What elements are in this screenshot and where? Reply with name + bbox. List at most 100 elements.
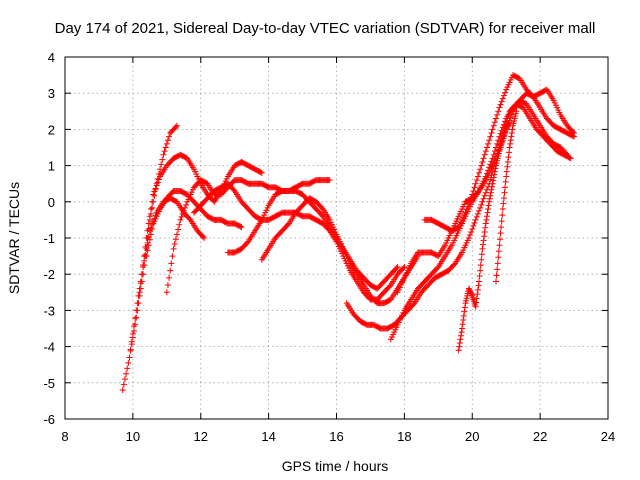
data-point	[477, 267, 484, 274]
data-point	[124, 365, 131, 372]
data-point	[144, 247, 151, 254]
data-point	[499, 206, 506, 213]
data-point	[120, 381, 127, 388]
data-point	[505, 154, 512, 161]
data-point	[393, 265, 400, 272]
data-point	[201, 235, 208, 241]
data-point	[136, 289, 143, 296]
data-point	[476, 278, 483, 285]
data-point	[170, 245, 177, 252]
x-tick-label: 22	[533, 429, 547, 444]
data-point	[507, 140, 514, 147]
data-point	[463, 206, 470, 213]
data-point	[454, 224, 461, 231]
data-point	[461, 304, 468, 311]
data-point	[162, 144, 169, 151]
x-tick-label: 8	[61, 429, 68, 444]
data-point	[500, 200, 507, 207]
data-point	[164, 282, 171, 289]
data-point	[490, 122, 497, 129]
data-point	[460, 312, 467, 319]
data-point	[504, 163, 511, 170]
x-tick-label: 16	[329, 429, 343, 444]
x-tick-label: 14	[261, 429, 275, 444]
data-point	[490, 159, 497, 166]
data-point	[476, 169, 483, 176]
data-point	[465, 235, 472, 241]
data-point	[149, 204, 156, 211]
y-tick-label: 2	[48, 122, 55, 137]
data-point	[500, 195, 507, 202]
data-point	[173, 231, 180, 238]
data-point	[486, 195, 493, 202]
data-point	[569, 128, 576, 135]
data-point	[494, 260, 501, 267]
data-point	[490, 177, 497, 184]
data-point	[401, 263, 408, 270]
data-point	[155, 176, 162, 183]
data-point	[507, 137, 514, 144]
data-point	[497, 130, 504, 137]
data-point	[489, 183, 496, 190]
data-point	[482, 224, 489, 231]
data-point	[503, 168, 510, 175]
data-point	[513, 108, 520, 115]
data-point	[482, 148, 489, 155]
data-point	[434, 265, 441, 272]
x-tick-label: 24	[601, 429, 615, 444]
data-point	[457, 332, 464, 339]
data-point	[400, 265, 407, 272]
data-point	[476, 273, 483, 280]
data-point	[472, 303, 479, 310]
data-point	[180, 207, 187, 214]
data-point	[131, 323, 138, 330]
data-point	[457, 336, 464, 343]
y-tick-label: 3	[48, 86, 55, 101]
data-point	[178, 213, 185, 220]
data-point	[493, 272, 500, 279]
data-point	[566, 154, 573, 161]
data-point	[506, 144, 513, 151]
data-point	[499, 124, 506, 131]
data-point	[257, 169, 264, 176]
data-point	[479, 241, 486, 248]
data-point	[491, 168, 498, 175]
data-point	[479, 245, 486, 252]
data-point	[480, 195, 487, 202]
data-point	[135, 292, 142, 299]
data-point	[485, 206, 492, 213]
data-point	[181, 204, 188, 211]
data-point	[146, 236, 153, 243]
y-tick-label: -4	[43, 340, 55, 355]
data-point	[477, 166, 484, 173]
data-point	[142, 251, 149, 258]
data-point	[461, 308, 468, 315]
data-point	[476, 207, 483, 214]
data-point	[126, 354, 133, 361]
data-point	[172, 236, 179, 243]
y-tick-label: -3	[43, 303, 55, 318]
series-track-14	[493, 108, 520, 285]
series-track-3	[136, 151, 265, 296]
data-point	[489, 126, 496, 133]
data-point	[173, 122, 180, 129]
data-point	[495, 248, 502, 255]
data-point	[473, 213, 480, 220]
data-point	[161, 148, 168, 155]
data-point	[451, 261, 458, 268]
data-point	[154, 179, 161, 186]
data-point	[469, 191, 476, 198]
data-point	[132, 315, 139, 322]
data-point	[410, 301, 417, 308]
data-point	[502, 118, 509, 125]
data-point	[140, 262, 147, 269]
data-point	[507, 114, 514, 121]
data-point	[137, 280, 144, 287]
y-axis-label: SDTVAR / TECUs	[6, 182, 22, 294]
data-point	[494, 266, 501, 273]
data-point	[244, 239, 251, 246]
data-point	[149, 225, 156, 232]
data-point	[151, 188, 158, 195]
data-point	[502, 184, 509, 191]
